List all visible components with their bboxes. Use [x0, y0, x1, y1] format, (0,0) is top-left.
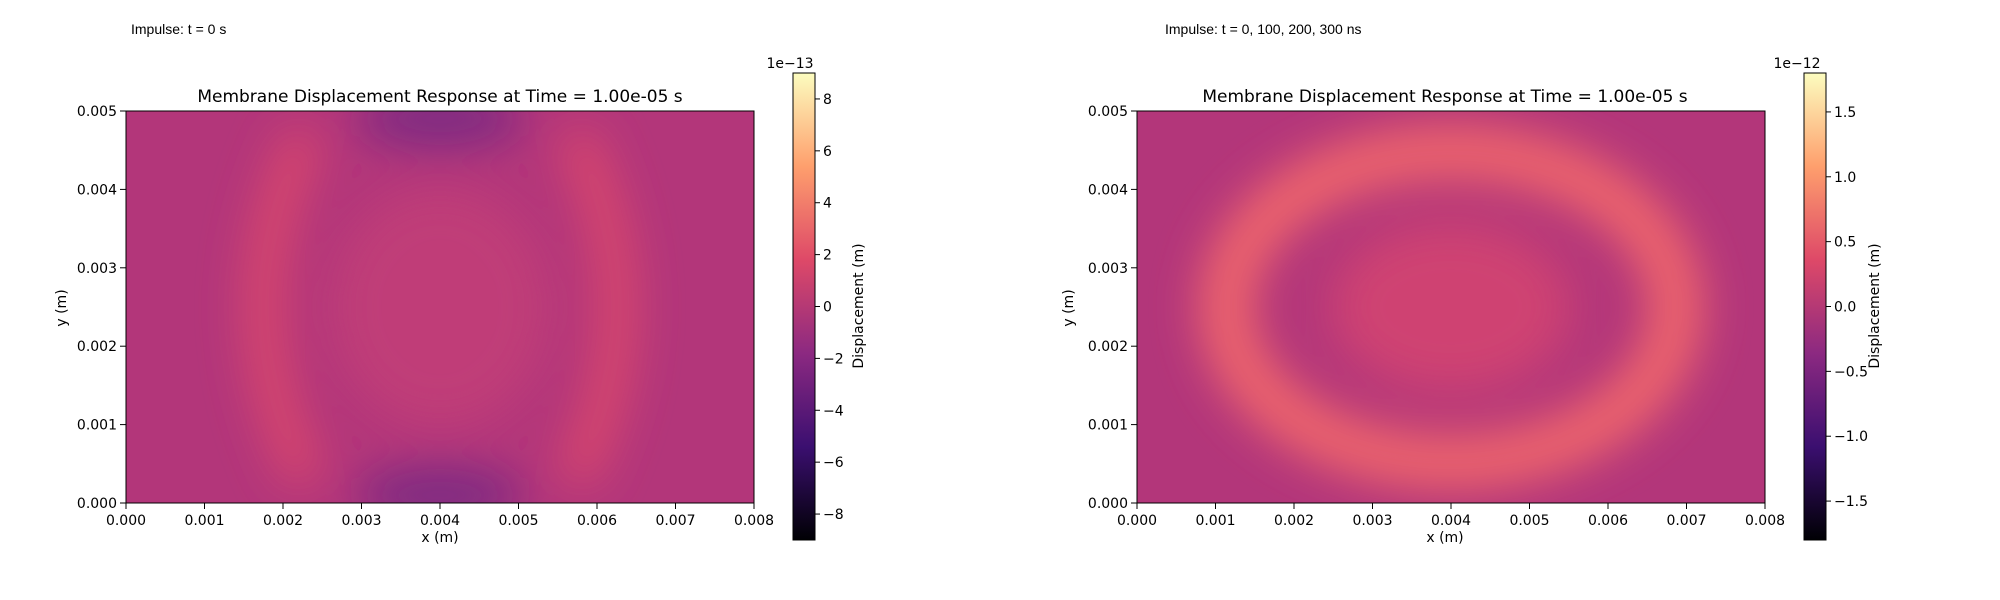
- y-tick-label: 0.003: [77, 261, 117, 277]
- colorbar-label: Displacement (m): [1867, 243, 1883, 368]
- y-tick-label: 0.000: [77, 496, 117, 512]
- x-tick-label: 0.000: [106, 513, 146, 529]
- colorbar-tick-label: 6: [823, 144, 832, 160]
- colorbar-tick-label: 1.0: [1834, 170, 1856, 186]
- chart-left: Membrane Displacement Response at Time =…: [54, 56, 867, 546]
- chart-title: Membrane Displacement Response at Time =…: [197, 87, 682, 107]
- x-tick-label: 0.003: [341, 513, 381, 529]
- dark-lobe-bottom: [355, 465, 525, 503]
- x-tick-label: 0.007: [1666, 513, 1706, 529]
- colorbar-gradient: [792, 72, 816, 541]
- x-axis-label: x (m): [1426, 530, 1463, 546]
- x-tick-label: 0.008: [1745, 513, 1785, 529]
- y-tick-label: 0.004: [1088, 182, 1128, 198]
- y-tick-label: 0.001: [1088, 418, 1128, 434]
- colorbar-tick-label: −1.0: [1834, 429, 1868, 445]
- x-tick-label: 0.002: [1274, 513, 1314, 529]
- chart-right: Membrane Displacement Response at Time =…: [1061, 56, 1883, 546]
- y-axis-label: y (m): [1061, 289, 1077, 326]
- colorbar-tick-label: 0.0: [1834, 300, 1856, 316]
- displacement-field: [1200, 126, 1702, 488]
- y-tick-label: 0.002: [1088, 339, 1128, 355]
- impulse-caption-left: Impulse: t = 0 s: [131, 21, 227, 37]
- x-tick-label: 0.003: [1352, 513, 1392, 529]
- chart-title: Membrane Displacement Response at Time =…: [1202, 87, 1687, 107]
- y-tick-label: 0.001: [77, 418, 117, 434]
- displacement-field: [246, 111, 634, 503]
- colorbar-tick-label: 8: [823, 92, 832, 108]
- x-axis-label: x (m): [421, 530, 458, 546]
- centre-region: [1331, 222, 1571, 392]
- x-tick-label: 0.001: [184, 513, 224, 529]
- x-tick-label: 0.006: [1588, 513, 1628, 529]
- colorbar-gradient: [1803, 72, 1827, 541]
- x-tick-label: 0.002: [263, 513, 303, 529]
- colorbar-tick-label: 1.5: [1834, 105, 1856, 121]
- centre-region: [330, 187, 550, 427]
- x-tick-label: 0.004: [1431, 513, 1471, 529]
- colorbar-tick-label: −0.5: [1834, 364, 1868, 380]
- colorbar-tick-label: 0: [823, 300, 832, 316]
- y-tick-label: 0.003: [1088, 261, 1128, 277]
- bright-arc-right: [558, 126, 634, 488]
- colorbar-tick-label: −6: [823, 455, 844, 471]
- colorbar-tick-label: 4: [823, 196, 832, 212]
- dark-lobe-top: [355, 111, 525, 149]
- x-tick-label: 0.004: [420, 513, 460, 529]
- x-tick-label: 0.001: [1195, 513, 1235, 529]
- colorbar: 1.5 1.0 0.5 0.0 −0.5 −1.0 −1.5 1e−12 Displacem…: [1773, 56, 1883, 541]
- y-tick-label: 0.005: [77, 104, 117, 120]
- colorbar-tick-label: −2: [823, 351, 844, 367]
- colorbar-tick-label: −1.5: [1834, 494, 1868, 510]
- colorbar-tick-label: 0.5: [1834, 235, 1856, 251]
- bright-arc-left: [246, 126, 322, 488]
- colorbar-tick-label: −8: [823, 507, 844, 523]
- x-tick-label: 0.000: [1117, 513, 1157, 529]
- colorbar-label: Displacement (m): [851, 243, 867, 368]
- impulse-caption-right: Impulse: t = 0, 100, 200, 300 ns: [1165, 21, 1362, 37]
- y-tick-label: 0.005: [1088, 104, 1128, 120]
- colorbar-tick-label: −4: [823, 403, 844, 419]
- y-axis-label: y (m): [54, 289, 70, 326]
- x-tick-label: 0.005: [1509, 513, 1549, 529]
- y-tick-label: 0.000: [1088, 496, 1128, 512]
- x-tick-label: 0.005: [498, 513, 538, 529]
- y-tick-label: 0.002: [77, 339, 117, 355]
- x-tick-label: 0.006: [577, 513, 617, 529]
- colorbar: 8 6 4 2 0 −2 −4 −6 −8 1e−13 Displacement (m): [766, 56, 867, 541]
- colorbar-tick-label: 2: [823, 248, 832, 264]
- x-tick-label: 0.008: [734, 513, 774, 529]
- colorbar-exponent: 1e−12: [1773, 56, 1820, 72]
- colorbar-exponent: 1e−13: [766, 56, 813, 72]
- y-tick-label: 0.004: [77, 182, 117, 198]
- bright-ring: [1200, 126, 1702, 488]
- x-tick-label: 0.007: [655, 513, 695, 529]
